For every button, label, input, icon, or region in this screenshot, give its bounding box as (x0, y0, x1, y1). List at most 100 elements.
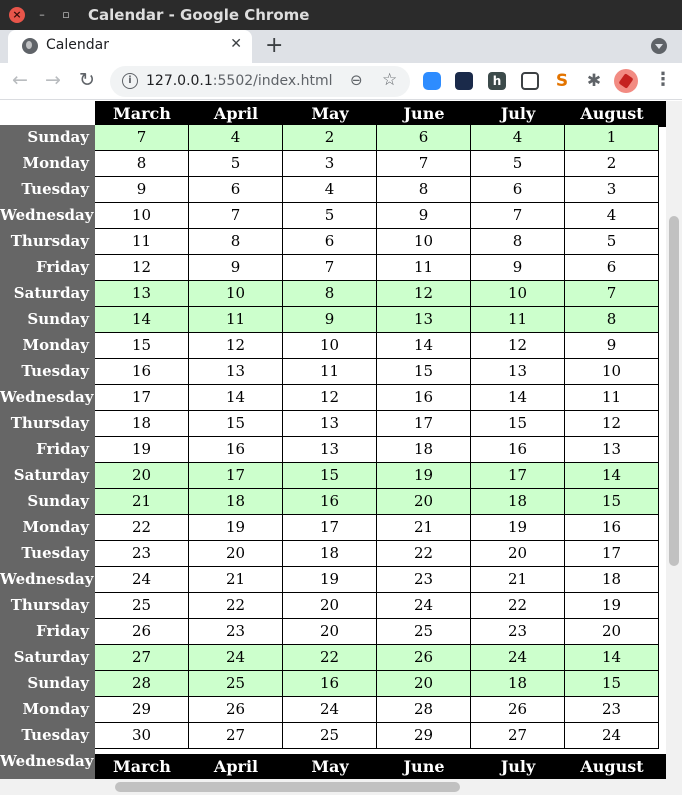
date-cell: 15 (283, 463, 377, 489)
month-header-5: August (580, 757, 644, 776)
horizontal-scroll-thumb[interactable] (115, 782, 460, 792)
date-cell: 24 (95, 567, 189, 593)
zoom-extension-icon[interactable] (423, 72, 441, 90)
day-label: Sunday (27, 310, 89, 328)
date-cell: 16 (377, 385, 471, 411)
date-cell: 27 (471, 723, 565, 749)
date-cell: 26 (189, 697, 283, 723)
h-extension-icon[interactable]: h (488, 72, 506, 90)
reload-icon[interactable]: ↻ (79, 69, 95, 91)
date-cell: 8 (565, 307, 659, 333)
address-bar[interactable]: i 127.0.0.1:5502/index.html ⊖ ☆ (110, 66, 410, 97)
month-header-3: June (403, 104, 445, 123)
menu-kebab-icon[interactable]: ⋮ (654, 69, 672, 90)
date-cell: 21 (95, 489, 189, 515)
date-cell: 28 (377, 697, 471, 723)
date-cell: 28 (95, 671, 189, 697)
top-left-blank (0, 101, 95, 125)
date-cell: 22 (95, 515, 189, 541)
date-cell: 22 (189, 593, 283, 619)
date-cell: 26 (95, 619, 189, 645)
s-extension-icon[interactable]: S (555, 71, 569, 91)
date-cell: 16 (471, 437, 565, 463)
profile-avatar[interactable] (614, 69, 638, 93)
date-cell: 10 (377, 229, 471, 255)
date-cell: 16 (95, 359, 189, 385)
date-cell: 25 (283, 723, 377, 749)
date-cell: 14 (565, 645, 659, 671)
date-cell: 22 (377, 541, 471, 567)
extensions-puzzle-icon[interactable]: ✱ (586, 71, 602, 91)
horizontal-scrollbar[interactable] (0, 779, 682, 795)
date-cell: 30 (95, 723, 189, 749)
date-cell: 26 (377, 645, 471, 671)
bookmark-star-icon[interactable]: ☆ (382, 70, 398, 90)
tab-strip: Calendar ✕ + (0, 30, 682, 63)
date-cell: 8 (283, 281, 377, 307)
date-cell: 5 (189, 151, 283, 177)
date-cell: 10 (565, 359, 659, 385)
date-cell: 12 (95, 255, 189, 281)
date-cell: 18 (95, 411, 189, 437)
day-label: Tuesday (21, 726, 89, 744)
date-cell: 20 (95, 463, 189, 489)
tab-close-icon[interactable]: ✕ (230, 36, 242, 52)
day-label: Sunday (27, 674, 89, 692)
day-label: Saturday (13, 466, 89, 484)
date-cell: 13 (189, 359, 283, 385)
date-cell: 22 (471, 593, 565, 619)
day-label: Thursday (10, 414, 89, 432)
date-cell: 4 (565, 203, 659, 229)
forward-arrow-icon[interactable]: → (45, 69, 61, 91)
day-label: Tuesday (21, 180, 89, 198)
date-cell: 22 (283, 645, 377, 671)
date-cell: 25 (189, 671, 283, 697)
date-cell: 11 (471, 307, 565, 333)
tab-search-chevron-icon[interactable] (651, 38, 667, 54)
date-cell: 24 (565, 723, 659, 749)
site-info-icon[interactable]: i (122, 73, 138, 89)
address-url[interactable]: 127.0.0.1:5502/index.html (146, 73, 333, 89)
back-arrow-icon[interactable]: ← (12, 69, 28, 91)
date-cell: 10 (95, 203, 189, 229)
date-cell: 5 (471, 151, 565, 177)
screen-capture-extension-icon[interactable] (521, 72, 539, 90)
date-cell: 7 (283, 255, 377, 281)
extension-icon[interactable] (455, 72, 473, 90)
date-cell: 13 (95, 281, 189, 307)
window-minimize-icon[interactable]: – (39, 8, 45, 21)
url-host: 127.0.0.1 (146, 73, 213, 89)
vertical-scrollbar[interactable] (666, 101, 682, 779)
date-cell: 20 (377, 671, 471, 697)
day-label: Friday (36, 258, 89, 276)
date-cell: 8 (471, 229, 565, 255)
month-header-1: April (213, 104, 259, 123)
date-cell: 9 (565, 333, 659, 359)
date-cell: 13 (283, 411, 377, 437)
date-cell: 15 (565, 489, 659, 515)
browser-toolbar: ← → ↻ i 127.0.0.1:5502/index.html ⊖ ☆ h … (0, 63, 682, 100)
date-cell: 16 (283, 489, 377, 515)
date-cell: 24 (377, 593, 471, 619)
page-viewport: Sunday Monday Tuesday Wednesday Thursday Frid… (0, 101, 666, 779)
tab-calendar[interactable]: Calendar ✕ (8, 30, 252, 63)
date-cell: 8 (377, 177, 471, 203)
vertical-scroll-thumb[interactable] (669, 216, 679, 566)
date-cell: 23 (377, 567, 471, 593)
window-title: Calendar - Google Chrome (88, 6, 310, 24)
date-cell: 19 (471, 515, 565, 541)
date-cell: 9 (95, 177, 189, 203)
window-maximize-icon[interactable]: ▫ (62, 8, 70, 21)
date-cell: 20 (377, 489, 471, 515)
window-close-icon[interactable]: × (9, 7, 25, 23)
month-header-2: May (311, 757, 349, 776)
date-cell: 17 (283, 515, 377, 541)
date-cell: 2 (283, 125, 377, 151)
zoom-icon[interactable]: ⊖ (350, 71, 363, 89)
date-cell: 12 (189, 333, 283, 359)
date-cell: 20 (283, 593, 377, 619)
date-cell: 13 (377, 307, 471, 333)
date-cell: 6 (471, 177, 565, 203)
new-tab-plus-icon[interactable]: + (265, 33, 284, 58)
date-cell: 16 (283, 671, 377, 697)
